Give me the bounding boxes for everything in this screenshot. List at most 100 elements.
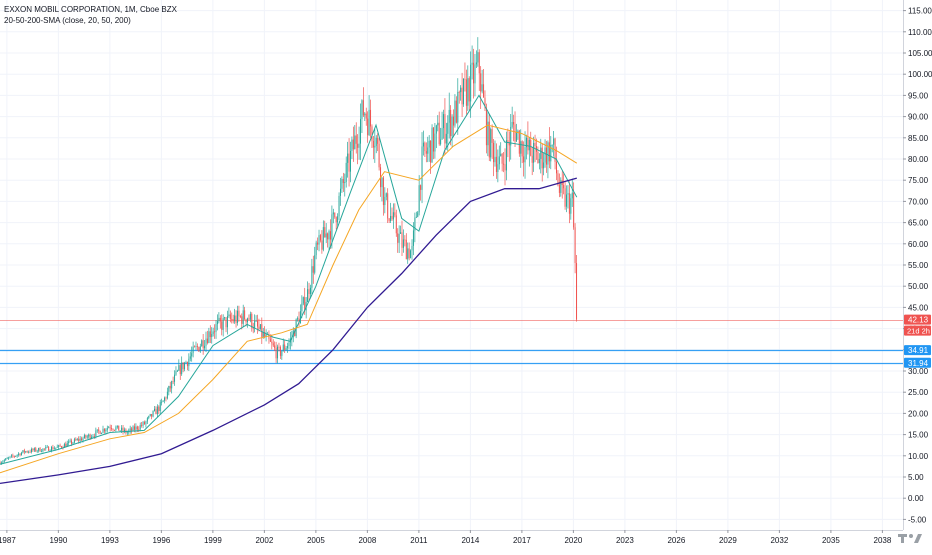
candle-body [92,436,94,437]
candle-body [381,177,383,188]
level-badge-34.91 [904,345,931,356]
candle-body [298,318,300,324]
candle-body [241,316,243,324]
candle-body [232,319,234,322]
candle-body [20,452,22,456]
candle-body [169,386,171,389]
candle-body [281,351,283,356]
candle-body [288,342,290,346]
candle-body [319,235,321,241]
candle-body [374,145,376,148]
candle-body [88,434,90,437]
candle-body [6,458,8,460]
candle-body [55,447,57,449]
candle-body [99,430,101,434]
moving-averages [0,94,578,485]
candle-body [5,458,7,461]
candle-body [342,178,344,184]
candle-body [354,135,356,150]
candle-body [404,239,406,241]
candle-body [202,340,204,349]
candle-body [0,462,1,464]
candle-body [228,314,230,317]
candle-body [239,316,241,317]
candle-body [348,153,350,172]
candle-body [425,151,427,154]
x-tick-label: 2008 [358,536,376,545]
candle-body [344,181,346,184]
candle-body [504,164,506,171]
candle-body [154,408,156,411]
candle-body [556,161,558,174]
candle-body [361,100,363,120]
candle-body [328,231,330,240]
candle-body [430,140,432,163]
candle-body [367,118,369,136]
candle-body [166,391,168,399]
x-tick-label: 2026 [667,536,685,545]
candle-body [314,255,316,273]
x-tick-label: 1996 [152,536,170,545]
candle-body [332,212,334,215]
x-axis-bg [0,530,932,550]
candle-body [422,142,424,147]
candle-body [259,324,261,330]
candle-body [161,401,163,403]
candle-body [407,248,409,260]
candle-body [318,235,320,245]
candle-body [105,429,107,432]
candle-body [498,156,500,165]
candle-body [285,348,287,350]
candle-body [165,397,167,399]
candle-body [106,427,108,430]
candle-body [435,125,437,134]
candle-body [245,319,247,323]
x-tick-label: 2017 [513,536,531,545]
candle-body [550,144,552,162]
candle-body [301,303,303,312]
candle-body [391,215,393,220]
candle-body [528,139,530,151]
candle-body [505,140,507,171]
candle-body [119,430,121,432]
candle-body [141,425,143,426]
candle-body [155,408,157,415]
candle-body [123,429,125,432]
candle-body [219,317,221,322]
candle-body [152,410,154,417]
candle-body [59,445,61,447]
candle-body [132,426,134,431]
candle-body [42,448,44,452]
candle-body [58,445,60,447]
candle-body [553,138,555,145]
candle-body [43,448,45,450]
candle-body [327,233,329,240]
candle-body [258,326,260,330]
candle-body [347,153,349,163]
candle-body [558,184,560,193]
candle-body [570,198,572,214]
candle-body [518,130,520,154]
candle-body [470,64,472,102]
candle-body [541,147,543,169]
candle-body [402,239,404,248]
candle-body [81,438,83,441]
candle-body [142,421,144,426]
candle-body [444,114,446,144]
candle-body [483,84,485,98]
candle-body [491,129,493,143]
candle-body [129,428,131,431]
candle-body [23,450,25,453]
candle-body [205,338,207,346]
candle-body [26,451,28,453]
candle-body [0,462,2,464]
candle-body [274,345,276,348]
candle-body [156,406,158,415]
candle-body [108,427,110,429]
candle-body [194,346,196,348]
candle-body [576,263,578,320]
candle-body [56,446,58,448]
level-badge-label: 31.94 [908,359,929,368]
candle-body [261,324,263,337]
candle-body [464,78,466,80]
